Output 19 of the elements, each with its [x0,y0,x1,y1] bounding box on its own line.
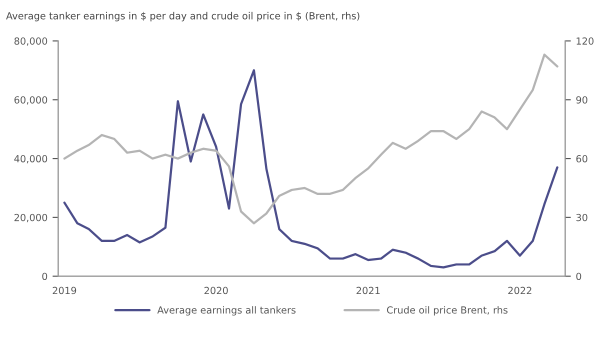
line-series [63,69,558,268]
x-tick-label: 2019 [52,286,76,294]
y2-tick-label: 120 [576,37,594,45]
y-tick-label: 0 [42,272,48,280]
y2-tick-label: 0 [576,272,582,280]
y2-tick-label: 60 [576,155,588,162]
legend-label: Crude oil price Brent, rhs [386,306,508,316]
y-tick-label: 60,000 [14,96,48,105]
x-tick-label: 2021 [356,286,380,294]
y-tick-label: 40,000 [14,155,48,164]
x-tick-label: 2020 [204,286,228,294]
chart-title: Average tanker earnings in $ per day and crude oil price in $ (Brent, rhs) [6,12,360,22]
x-tick-label: 2022 [508,286,532,294]
legend-label: Average earnings all tankers [157,306,296,316]
y-tick-label: 80,000 [14,37,48,46]
y2-tick-label: 90 [576,96,588,104]
y2-tick-label: 30 [576,214,588,222]
line-series [63,54,558,224]
y-tick-label: 20,000 [14,214,48,222]
